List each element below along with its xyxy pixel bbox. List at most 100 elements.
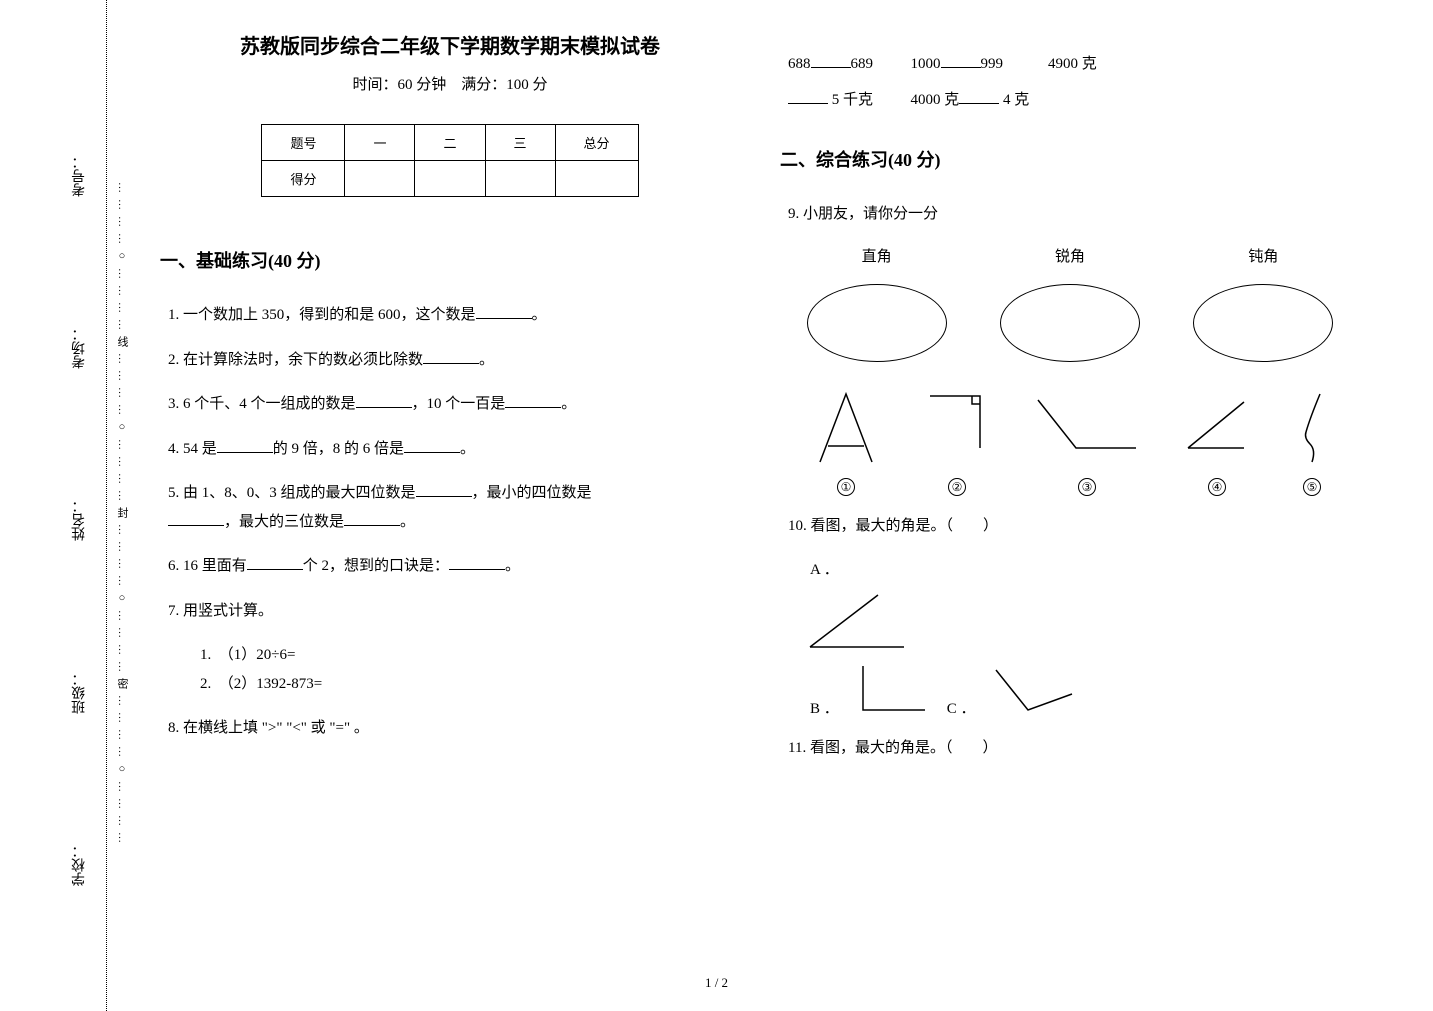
q4-blank2	[404, 438, 460, 453]
q1: 1. 一个数加上 350，得到的和是 600，这个数是 。	[168, 301, 740, 330]
q8-text: 8. 在横线上填 ">" "<" 或 "=" 。	[168, 720, 369, 736]
label-exam-id: 考号：	[70, 155, 90, 197]
q8-blank4	[959, 89, 999, 104]
q10-B-label: B ．	[810, 697, 839, 718]
q3-b: ，10 个一百是	[412, 396, 506, 412]
q7-2: 2. （2）1392-873=	[200, 670, 740, 699]
q10-BC: B ． C ．	[810, 660, 1360, 718]
q8-d: 999	[981, 56, 1004, 72]
oval-acute	[1000, 284, 1140, 362]
num-5: ⑤	[1303, 478, 1321, 496]
q8-blank1	[811, 53, 851, 68]
q4-suffix: 。	[460, 441, 475, 457]
q3-suffix: 。	[561, 396, 576, 412]
shape-2: ②	[922, 388, 992, 496]
angle-sort-ovals	[780, 284, 1360, 362]
q5-a: 5. 由 1、8、0、3 组成的最大四位数是	[168, 485, 416, 501]
left-column: 苏教版同步综合二年级下学期数学期末模拟试卷 时间：60 分钟 满分：100 分 …	[160, 30, 740, 778]
q5-suffix: 。	[400, 514, 415, 530]
q8-a: 688	[788, 56, 811, 72]
q4: 4. 54 是的 9 倍，8 的 6 倍是。	[168, 435, 740, 464]
th-total: 总分	[555, 125, 638, 161]
q11: 11. 看图，最大的角是。（ ）	[788, 734, 1360, 763]
q10-C-label: C ．	[947, 697, 976, 718]
q3-blank1	[356, 393, 412, 408]
td-score-total	[555, 161, 638, 197]
q10: 10. 看图，最大的角是。（ ）	[788, 512, 1360, 541]
shape-3: ③	[1032, 388, 1142, 496]
q3: 3. 6 个千、4 个一组成的数是 ，10 个一百是 。	[168, 390, 740, 419]
q8-c: 1000	[911, 56, 941, 72]
q7-text: 7. 用竖式计算。	[168, 603, 273, 619]
dotted-line	[106, 0, 107, 1011]
shape-1: ①	[810, 388, 882, 496]
q5-b: ，最小的四位数是	[472, 485, 592, 501]
shape-5: ⑤	[1292, 388, 1332, 496]
q8-2c: 4 克	[999, 92, 1029, 108]
q1-suffix: 。	[532, 307, 547, 323]
oval-obtuse	[1193, 284, 1333, 362]
q8-blank3	[788, 89, 828, 104]
q2: 2. 在计算除法时，余下的数必须比除数。	[168, 346, 740, 375]
q3-a: 3. 6 个千、4 个一组成的数是	[168, 396, 356, 412]
angle-shape-5-icon	[1292, 388, 1332, 466]
td-score-label: 得分	[262, 161, 345, 197]
label-school: 学校：	[70, 844, 90, 886]
q1-text: 1. 一个数加上 350，得到的和是 600，这个数是	[168, 307, 476, 323]
q5-blank3	[344, 511, 400, 526]
q10-C-angle-icon	[990, 660, 1080, 718]
q4-blank1	[217, 438, 273, 453]
q8-2a: 5 千克	[828, 92, 873, 108]
exam-title: 苏教版同步综合二年级下学期数学期末模拟试卷	[160, 30, 740, 59]
label-room: 考场：	[70, 327, 90, 369]
shape-4: ④	[1182, 388, 1252, 496]
q10-A-angle-icon	[800, 585, 920, 655]
q8-blank2	[941, 53, 981, 68]
oval-right	[807, 284, 947, 362]
seal-text: …………○…………线…………○…………封…………○…………密…………○…………	[114, 182, 130, 849]
q6-suffix: 。	[505, 558, 520, 574]
num-4: ④	[1208, 478, 1226, 496]
q6-b: 个 2，想到的口诀是：	[303, 558, 449, 574]
label-name: 姓名：	[70, 499, 90, 541]
q10-A-figure	[800, 585, 1360, 660]
angle-shape-4-icon	[1182, 388, 1252, 466]
angle-shape-1-icon	[810, 388, 882, 466]
label-obtuse-angle: 钝角	[1248, 245, 1278, 266]
angle-shapes: ① ② ③ ④ ⑤	[810, 388, 1360, 496]
th-1: 一	[345, 125, 415, 161]
label-right-angle: 直角	[862, 245, 892, 266]
q8: 8. 在横线上填 ">" "<" 或 "=" 。	[168, 714, 740, 743]
q6-blank1	[247, 555, 303, 570]
q3-blank2	[505, 393, 561, 408]
q2-blank	[423, 349, 479, 364]
num-2: ②	[948, 478, 966, 496]
angle-shape-3-icon	[1032, 388, 1142, 466]
q5-blank1	[416, 482, 472, 497]
score-table: 题号 一 二 三 总分 得分	[261, 124, 638, 197]
q10-A-label: A ．	[810, 562, 839, 578]
q8-values: 688 689 1000 999 4900 克 5 千克 4000 克 4 克	[788, 46, 1360, 118]
num-1: ①	[837, 478, 855, 496]
num-3: ③	[1078, 478, 1096, 496]
q4-a: 4. 54 是	[168, 441, 217, 457]
q5-c: ，最大的三位数是	[224, 514, 344, 530]
q10-B-angle-icon	[853, 660, 933, 718]
th-label: 题号	[262, 125, 345, 161]
td-score-1	[345, 161, 415, 197]
q8-e: 4900 克	[1048, 56, 1097, 72]
q8-b: 689	[851, 56, 874, 72]
section1-title: 一、基础练习(40 分)	[160, 247, 740, 273]
binding-seal-line: …………○…………线…………○…………封…………○…………密…………○…………	[110, 0, 134, 1011]
q6-blank2	[449, 555, 505, 570]
q6: 6. 16 里面有 个 2，想到的口诀是： 。	[168, 552, 740, 581]
q7-1: 1. （1）20÷6=	[200, 641, 740, 670]
page-content: 苏教版同步综合二年级下学期数学期末模拟试卷 时间：60 分钟 满分：100 分 …	[160, 30, 1410, 778]
q1-blank	[476, 304, 532, 319]
q8-2b: 4000 克	[911, 92, 960, 108]
q7: 7. 用竖式计算。	[168, 597, 740, 626]
q10-A: A ．	[810, 556, 1360, 585]
q6-a: 6. 16 里面有	[168, 558, 247, 574]
right-column: 688689 1000999 4900 克 5 千克 4000 克 4 克 二、…	[780, 30, 1360, 778]
exam-subtitle: 时间：60 分钟 满分：100 分	[160, 73, 740, 94]
